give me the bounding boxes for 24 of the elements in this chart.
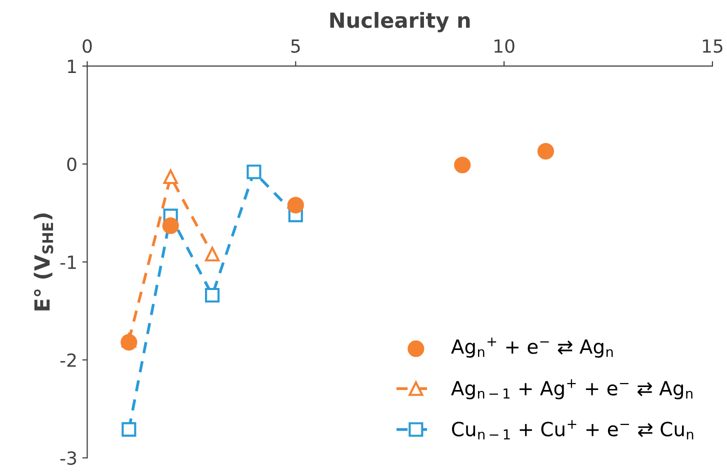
- point: [287, 196, 304, 214]
- y-tick-label: -3: [60, 451, 76, 465]
- y-tick-label: -1: [60, 256, 76, 269]
- point: [162, 217, 179, 234]
- x-axis-title: Nuclearity n: [330, 12, 470, 32]
- point: [163, 169, 178, 184]
- point: [204, 288, 220, 303]
- legend-label: Cu$_{n−1}$ + Cu$^{+}$ + e$^{−}$ ⇄ Cu$_{n}$: [452, 420, 694, 440]
- y-tick-label: 1: [68, 60, 76, 73]
- y-tick-label: 0: [67, 157, 76, 172]
- point: [204, 246, 220, 262]
- x-tick-label: 5: [291, 39, 300, 53]
- point: [537, 142, 554, 160]
- legend-label: Ag$_{n}$$^{+}$ + e$^{−}$ ⇄ Ag$_{n}$: [451, 338, 613, 358]
- point: [120, 334, 138, 351]
- y-tick-label: -2: [60, 353, 76, 367]
- legend-label: Ag$_{n−1}$ + Ag$^{+}$ + e$^{−}$ ⇄ Ag$_{n}$: [451, 379, 692, 400]
- point: [246, 164, 262, 180]
- x-tick-label: 0: [82, 39, 92, 53]
- y-axis-title: E° (V$_{SHE}$): [34, 214, 54, 310]
- x-tick-label: 10: [494, 39, 514, 53]
- point: [122, 422, 136, 437]
- point: [454, 156, 471, 174]
- x-tick-label: 15: [702, 39, 722, 53]
